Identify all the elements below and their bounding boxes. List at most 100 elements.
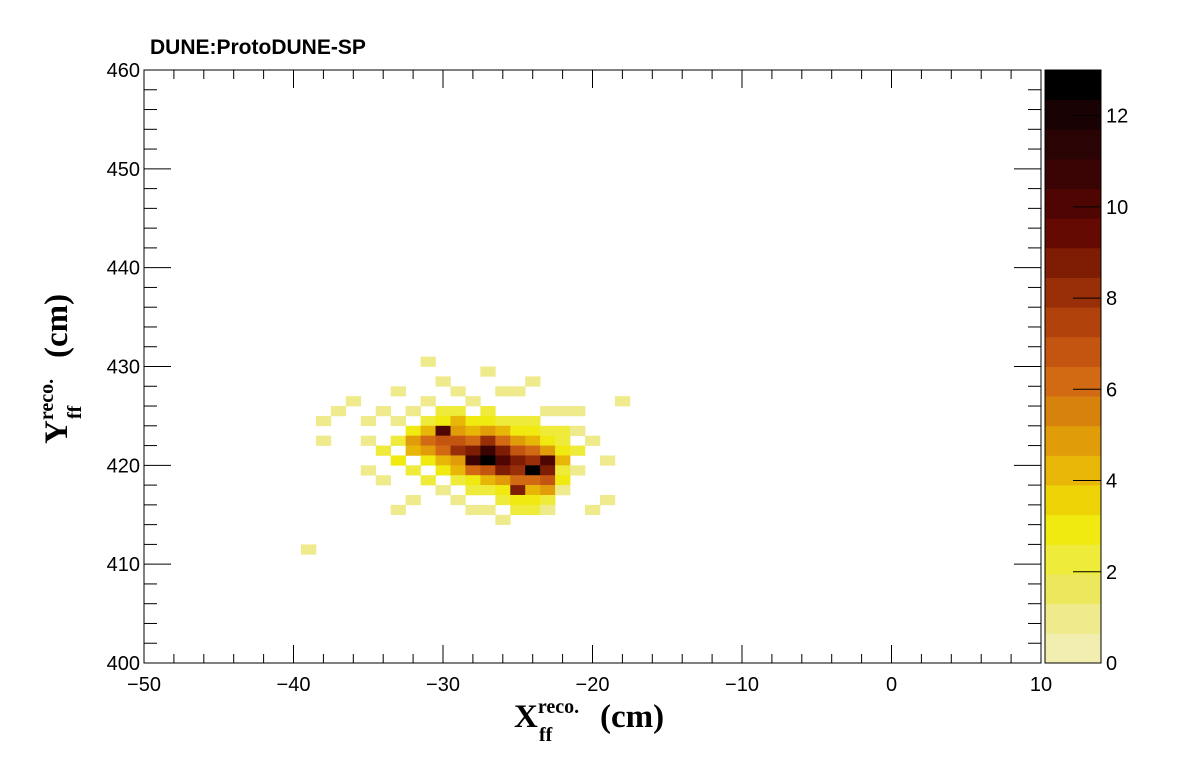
heatmap-bin <box>555 485 571 496</box>
y-tick-label: 430 <box>107 357 140 379</box>
heatmap-bin <box>510 485 526 496</box>
heatmap-bin <box>480 366 496 377</box>
heatmap-bin <box>420 445 436 456</box>
color-scale-swatch <box>1045 396 1101 427</box>
heatmap-bin <box>375 475 391 486</box>
heatmap-bin <box>525 475 541 486</box>
heatmap-bin <box>540 494 556 506</box>
heatmap-bin <box>480 485 496 496</box>
heatmap-bin <box>540 455 556 466</box>
heatmap-bin <box>570 406 586 417</box>
heatmap-bin <box>570 465 586 476</box>
heatmap-bin <box>435 445 451 456</box>
heatmap-bin <box>525 376 541 387</box>
heatmap-bin <box>450 415 466 427</box>
heatmap-bin <box>405 435 421 446</box>
color-scale-tick-label: 10 <box>1106 197 1128 219</box>
heatmap-bin <box>420 475 436 486</box>
y-axis-title-main-group: Yreco. <box>36 379 75 444</box>
heatmap-bin <box>555 455 571 466</box>
heatmap-bin <box>360 435 377 446</box>
heatmap-bin <box>420 435 436 446</box>
heatmap-bin <box>390 386 406 397</box>
color-scale-swatch <box>1045 129 1101 160</box>
heatmap-bin <box>510 425 526 436</box>
heatmap-bin <box>555 425 571 436</box>
heatmap-bin <box>585 435 601 446</box>
heatmap-bin <box>495 425 511 436</box>
heatmap-bin <box>570 445 586 456</box>
x-tick-label: 10 <box>1030 674 1052 696</box>
heatmap-bin <box>495 465 511 476</box>
heatmap-bin <box>510 465 526 476</box>
heatmap-bin <box>435 376 451 387</box>
color-scale-swatch <box>1045 70 1101 101</box>
heatmap-bin <box>435 425 451 436</box>
heatmap-bin <box>450 425 466 436</box>
y-tick-label: 400 <box>107 653 140 675</box>
heatmap-bin <box>525 435 541 446</box>
heatmap-bin <box>450 445 466 456</box>
heatmap-bin <box>465 504 481 516</box>
heatmap-bin <box>510 494 526 506</box>
color-scale-swatch <box>1045 188 1101 219</box>
heatmap-bin <box>435 415 451 427</box>
heatmap-bin <box>450 494 466 506</box>
heatmap-bin <box>465 485 481 496</box>
heatmap-bin <box>525 445 541 456</box>
heatmap-bin <box>480 465 496 476</box>
color-scale-swatch <box>1045 514 1101 545</box>
heatmap-bin <box>405 425 421 436</box>
color-scale-tick-label: 8 <box>1106 288 1117 310</box>
x-tick-label: −20 <box>576 674 610 696</box>
heatmap-bin <box>495 494 511 506</box>
axis-ticks: −50 −40 −30 −20 −10 0 10 400 410 420 430 440 450 460 <box>107 60 1053 696</box>
heatmap-bin <box>525 504 541 516</box>
x-tick-label: −10 <box>725 674 759 696</box>
y-tick-label: 450 <box>107 159 140 181</box>
color-scale-swatch <box>1045 336 1101 367</box>
heatmap-bin <box>510 475 526 486</box>
heatmap-bin <box>495 415 511 427</box>
color-scale-swatch <box>1045 574 1101 605</box>
x-axis-title-subscript: ff <box>539 724 553 746</box>
heatmap-bin <box>465 455 481 466</box>
heatmap-bin <box>465 425 481 436</box>
color-scale-tick-label: 0 <box>1106 653 1117 675</box>
chart-title: DUNE:ProtoDUNE-SP <box>150 36 366 59</box>
heatmap-bin <box>315 435 332 446</box>
color-scale-swatch <box>1045 485 1101 516</box>
heatmap-bin <box>480 445 496 456</box>
color-scale-tick-label: 4 <box>1106 471 1117 493</box>
heatmap-bin <box>465 396 481 407</box>
heatmap-bin <box>420 415 436 427</box>
heatmap-bin <box>405 494 421 506</box>
heatmap-bin <box>420 425 436 436</box>
heatmap-bin <box>480 406 496 417</box>
heatmap-bin <box>450 455 466 466</box>
color-scale-swatch <box>1045 366 1101 397</box>
heatmap-bin <box>360 415 377 427</box>
heatmap-bin <box>450 465 466 476</box>
heatmap-bin <box>480 455 496 466</box>
x-axis-title-superscript: reco. <box>538 696 579 718</box>
heatmap-bin <box>360 465 377 476</box>
heatmap-bin <box>540 504 556 516</box>
heatmap-bin <box>525 415 541 427</box>
heatmap-bin <box>525 455 541 466</box>
heatmap-bin <box>390 455 406 466</box>
color-scale-swatch <box>1045 603 1101 634</box>
heatmap-bin <box>435 406 451 417</box>
heatmap-bin <box>555 465 571 476</box>
heatmap-bin <box>599 455 616 466</box>
heatmap-bin <box>480 415 496 427</box>
heatmap-bin <box>495 485 511 496</box>
heatmap-bin <box>540 465 556 476</box>
heatmap-bin <box>375 406 391 417</box>
heatmap-bin <box>540 435 556 446</box>
heatmap-bin <box>540 406 556 417</box>
y-axis-title-superscript: reco. <box>36 379 58 420</box>
heatmap-bin <box>405 465 421 476</box>
heatmap-bin <box>555 435 571 446</box>
